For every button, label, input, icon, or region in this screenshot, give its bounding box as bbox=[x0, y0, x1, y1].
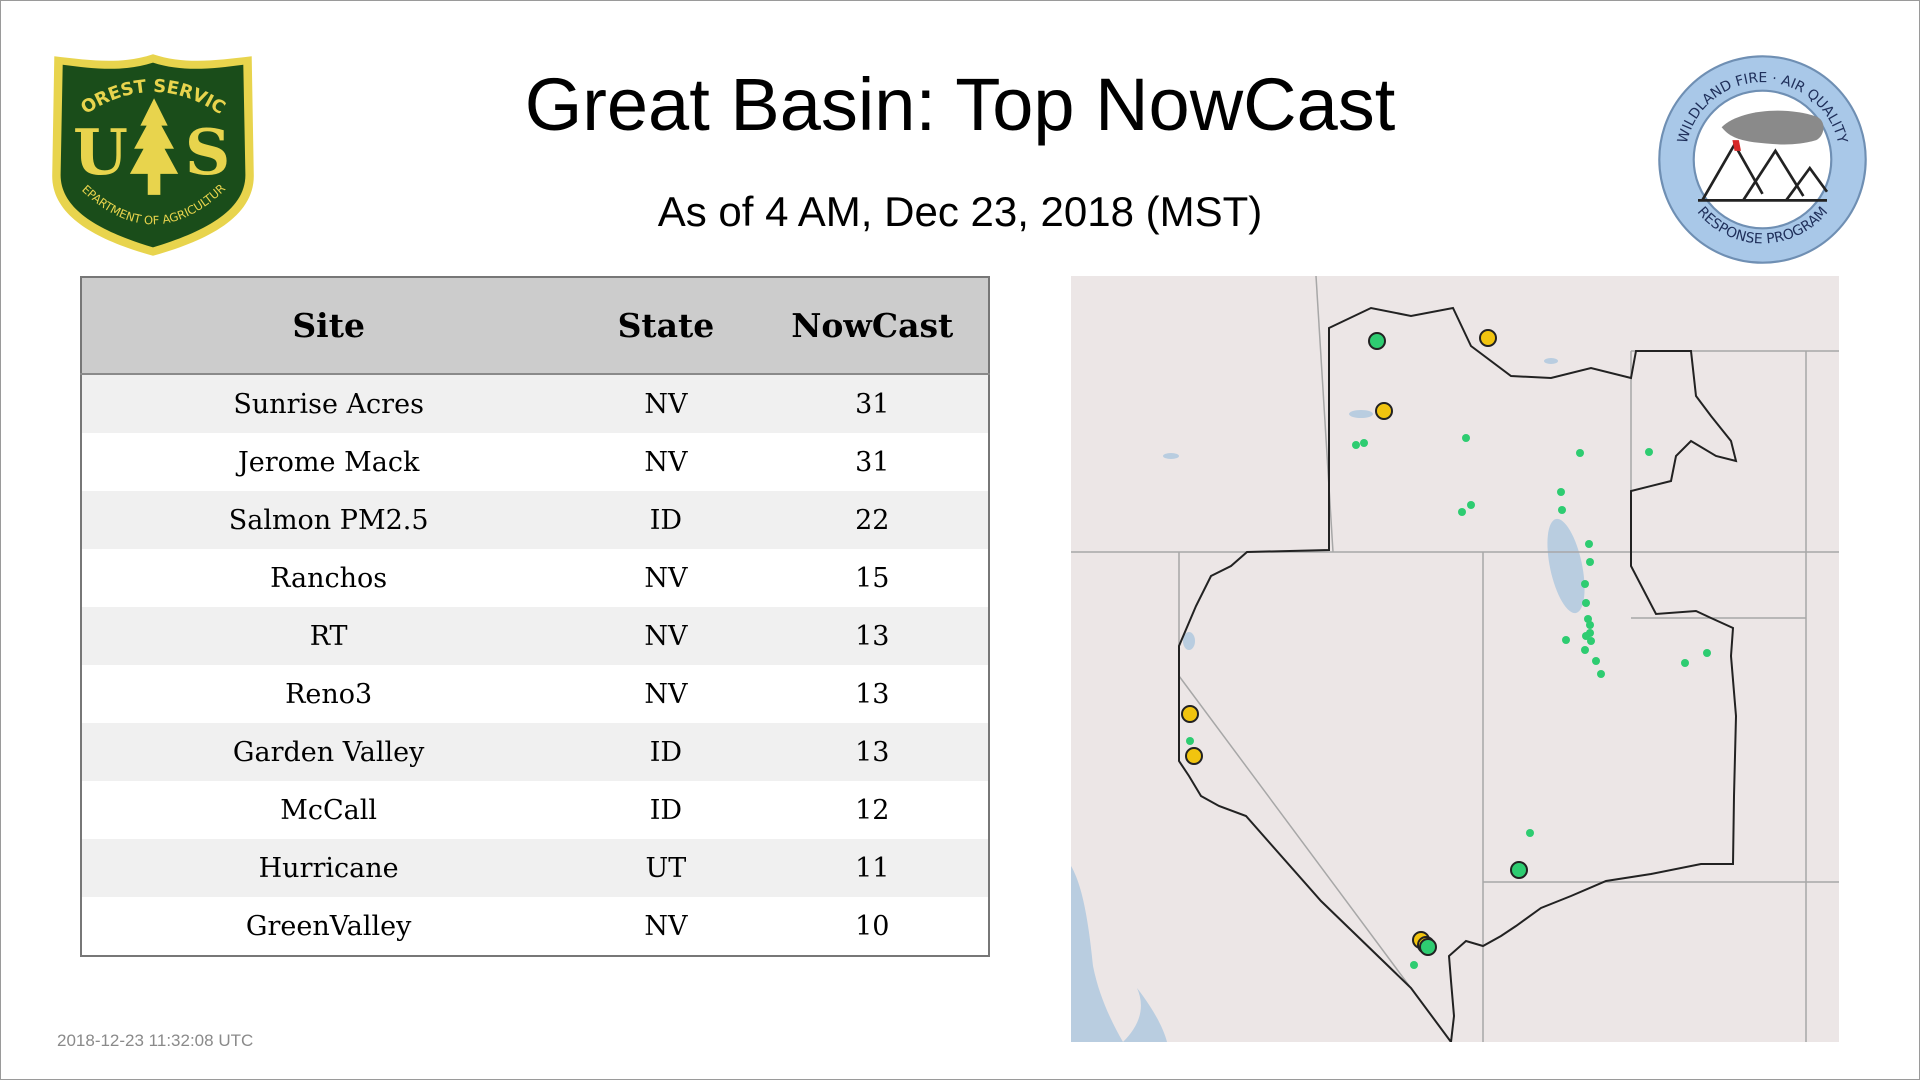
monitor-marker[interactable] bbox=[1479, 329, 1497, 347]
cell-state: NV bbox=[575, 549, 757, 607]
table-row: Jerome Mack NV 31 bbox=[81, 433, 989, 491]
fire-icon bbox=[1732, 140, 1741, 151]
header-state: State bbox=[575, 277, 757, 375]
usfs-letter-u: U bbox=[73, 115, 128, 189]
cell-state: NV bbox=[575, 374, 757, 433]
map-water bbox=[1071, 358, 1585, 1042]
cell-nowcast: 31 bbox=[756, 433, 989, 491]
usfs-shield-logo: FOREST SERVICE U S DEPARTMENT OF AGRICUL… bbox=[48, 50, 254, 256]
monitor-marker[interactable] bbox=[1181, 705, 1199, 723]
monitor-marker[interactable] bbox=[1419, 938, 1437, 956]
nowcast-table: Site State NowCast Sunrise Acres NV 31 J… bbox=[80, 276, 990, 957]
small-monitor-dots bbox=[1186, 434, 1711, 969]
cell-state: UT bbox=[575, 839, 757, 897]
great-basin-map bbox=[1071, 276, 1839, 1042]
cell-state: NV bbox=[575, 607, 757, 665]
table-row: Hurricane UT 11 bbox=[81, 839, 989, 897]
cell-site: Garden Valley bbox=[81, 723, 576, 781]
cell-site: McCall bbox=[81, 781, 576, 839]
monitor-marker[interactable] bbox=[1375, 402, 1393, 420]
render-timestamp: 2018-12-23 11:32:08 UTC bbox=[57, 1031, 254, 1050]
cell-site: Reno3 bbox=[81, 665, 576, 723]
cell-nowcast: 22 bbox=[756, 491, 989, 549]
cell-site: Salmon PM2.5 bbox=[81, 491, 576, 549]
usfs-letter-s: S bbox=[185, 115, 231, 189]
cell-site: Hurricane bbox=[81, 839, 576, 897]
cell-nowcast: 12 bbox=[756, 781, 989, 839]
table-row: Garden Valley ID 13 bbox=[81, 723, 989, 781]
page-title: Great Basin: Top NowCast bbox=[524, 63, 1396, 146]
cell-state: ID bbox=[575, 781, 757, 839]
great-basin-boundary bbox=[1178, 306, 1738, 1042]
cell-nowcast: 10 bbox=[756, 897, 989, 956]
cell-site: RT bbox=[81, 607, 576, 665]
page-subtitle: As of 4 AM, Dec 23, 2018 (MST) bbox=[657, 188, 1263, 235]
cell-state: NV bbox=[575, 897, 757, 956]
table-row: Salmon PM2.5 ID 22 bbox=[81, 491, 989, 549]
map-land bbox=[1071, 276, 1839, 1042]
smoke-plume-icon bbox=[1721, 110, 1824, 145]
cell-nowcast: 11 bbox=[756, 839, 989, 897]
cell-site: GreenValley bbox=[81, 897, 576, 956]
monitor-marker[interactable] bbox=[1185, 747, 1203, 765]
cell-nowcast: 13 bbox=[756, 723, 989, 781]
cell-state: NV bbox=[575, 665, 757, 723]
cell-site: Ranchos bbox=[81, 549, 576, 607]
header-nowcast: NowCast bbox=[756, 277, 989, 375]
table-row: RT NV 13 bbox=[81, 607, 989, 665]
monitor-markers bbox=[1181, 329, 1528, 956]
table-row: Ranchos NV 15 bbox=[81, 549, 989, 607]
cell-state: NV bbox=[575, 433, 757, 491]
table-row: McCall ID 12 bbox=[81, 781, 989, 839]
table-row: Reno3 NV 13 bbox=[81, 665, 989, 723]
wfaq-program-logo: WILDLAND FIRE · AIR QUALITY RESPONSE PRO… bbox=[1658, 55, 1867, 264]
table-row: GreenValley NV 10 bbox=[81, 897, 989, 956]
pine-tree-icon bbox=[129, 98, 179, 195]
cell-site: Sunrise Acres bbox=[81, 374, 576, 433]
monitor-marker[interactable] bbox=[1368, 332, 1386, 350]
cell-state: ID bbox=[575, 491, 757, 549]
cell-state: ID bbox=[575, 723, 757, 781]
cell-nowcast: 31 bbox=[756, 374, 989, 433]
monitor-marker[interactable] bbox=[1510, 861, 1528, 879]
table-header-row: Site State NowCast bbox=[81, 277, 989, 375]
cell-nowcast: 13 bbox=[756, 607, 989, 665]
cell-site: Jerome Mack bbox=[81, 433, 576, 491]
cell-nowcast: 13 bbox=[756, 665, 989, 723]
cell-nowcast: 15 bbox=[756, 549, 989, 607]
header-site: Site bbox=[81, 277, 576, 375]
table-row: Sunrise Acres NV 31 bbox=[81, 374, 989, 433]
